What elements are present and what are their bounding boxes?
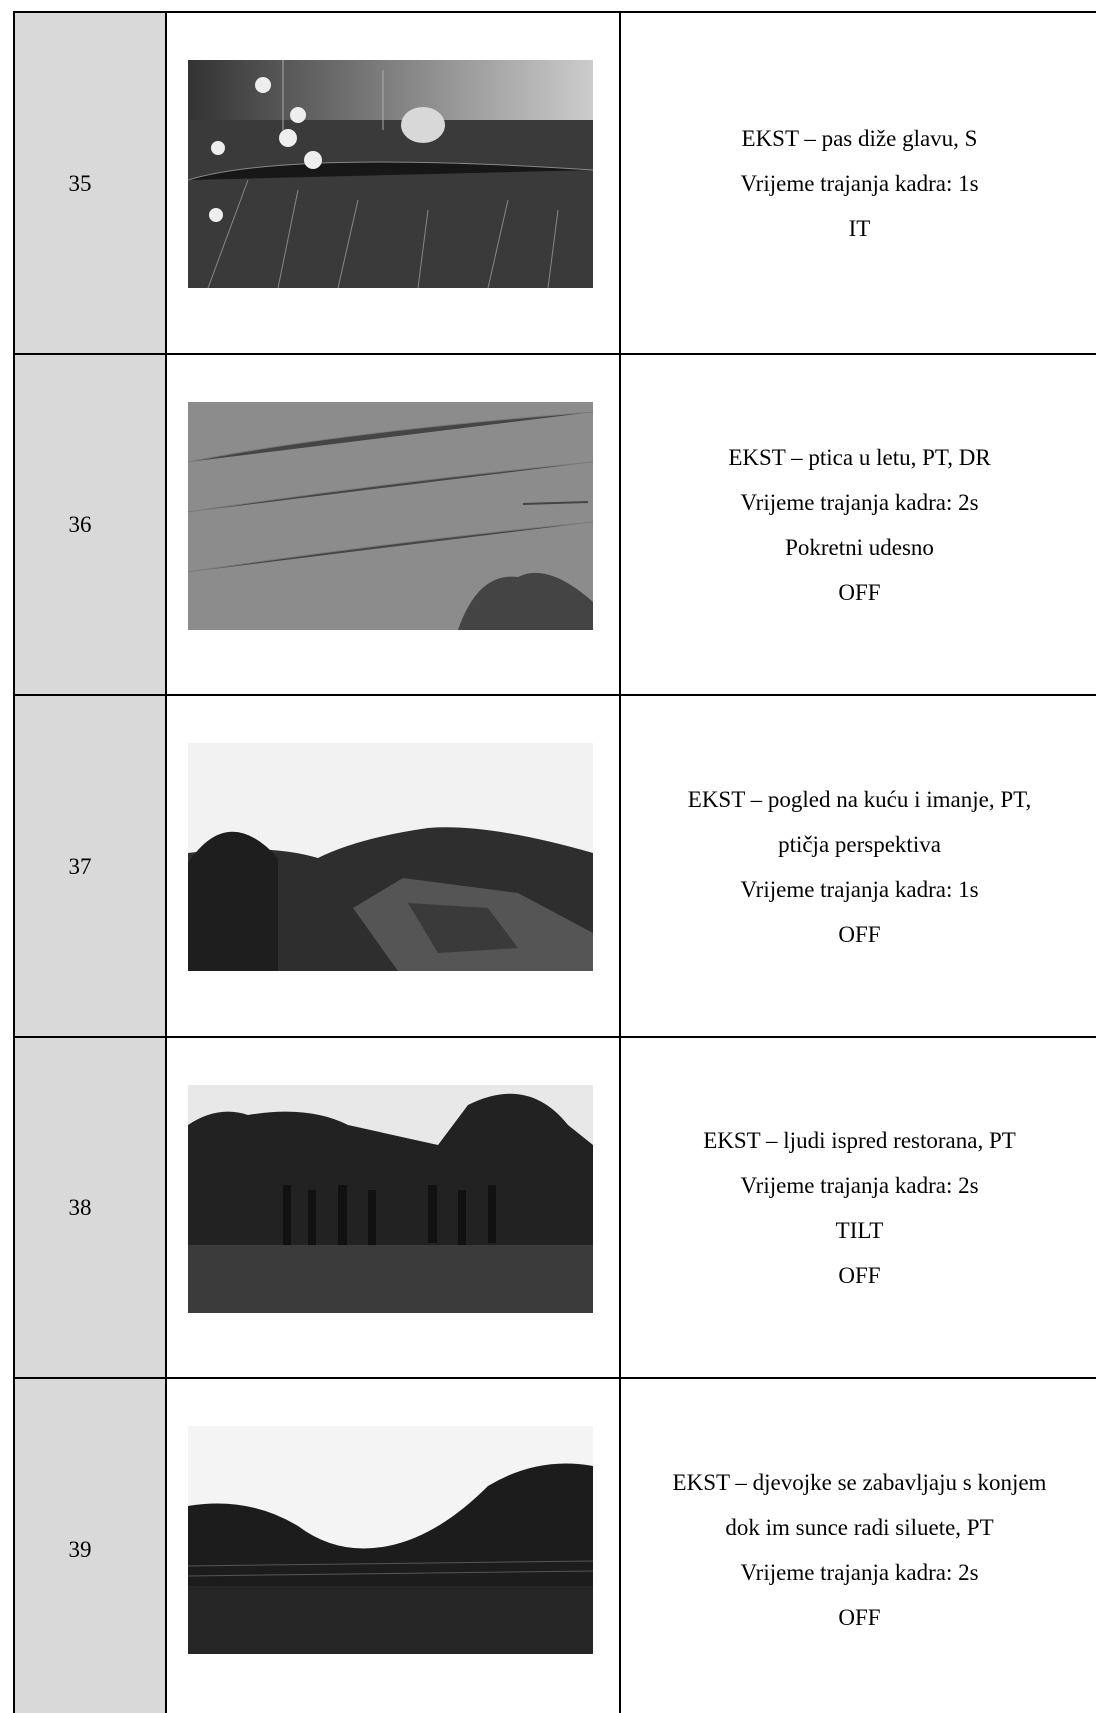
shot-number: 36 <box>13 354 167 696</box>
shot-image <box>188 60 593 288</box>
description-line: EKST – ljudi ispred restorana, PT <box>703 1128 1016 1153</box>
description-line: OFF <box>838 580 881 605</box>
shot-number: 37 <box>13 696 167 1037</box>
description-line: TILT <box>835 1218 884 1243</box>
description-line: Vrijeme trajanja kadra: 2s <box>740 1559 979 1585</box>
description-line: Vrijeme trajanja kadra: 1s <box>740 876 979 902</box>
description-line: ptičja perspektiva <box>778 831 941 857</box>
table-row: 37 EKST – pogled na kuću i imanje, PT, pti… <box>13 694 1096 1037</box>
image-cell <box>167 1379 621 1713</box>
description-line: EKST – djevojke se zabavljaju s konjem <box>672 1469 1047 1495</box>
table-row: 39 EKST – djevojke se zabavljaju s konjem… <box>13 1377 1096 1713</box>
description-line: Pokretni udesno <box>785 535 934 560</box>
shot-image <box>188 1426 593 1654</box>
description-line: Vrijeme trajanja kadra: 2s <box>740 1173 979 1198</box>
description-line: EKST – pas diže glavu, S <box>741 126 978 151</box>
shot-image <box>188 743 593 971</box>
shot-number: 38 <box>13 1037 167 1379</box>
shot-description: EKST – ljudi ispred restorana, PT Vrijeme… <box>621 1038 1096 1379</box>
storyboard-table: 35 EKST – pas diže glavu, S Vrijeme trajan… <box>13 11 1096 1713</box>
shot-description: EKST – pas diže glavu, S Vrijeme trajanja… <box>621 13 1096 354</box>
shot-description: EKST – ptica u letu, PT, DR Vrijeme traja… <box>621 355 1096 696</box>
description-line: OFF <box>838 1263 881 1288</box>
image-cell <box>167 354 621 696</box>
table-row: 35 EKST – pas diže glavu, S Vrijeme trajan… <box>13 11 1096 354</box>
shot-number: 39 <box>13 1379 167 1713</box>
description-line: Vrijeme trajanja kadra: 2s <box>740 490 979 515</box>
table-row: 36 EKST – ptica u letu, PT, DR Vrijeme tra… <box>13 352 1096 696</box>
description-line: EKST – pogled na kuću i imanje, PT, <box>687 786 1032 812</box>
description-line: dok im sunce radi siluete, PT <box>725 1514 994 1540</box>
description-line: EKST – ptica u letu, PT, DR <box>728 445 991 470</box>
image-cell <box>167 13 621 354</box>
image-cell <box>167 1037 621 1379</box>
shot-number: 35 <box>13 13 167 354</box>
description-line: OFF <box>838 921 881 947</box>
shot-image <box>188 401 593 630</box>
table-row: 38 EKST – ljudi ispred restorana, PT Vrije… <box>13 1035 1096 1379</box>
description-line: IT <box>848 216 871 241</box>
shot-description: EKST – pogled na kuću i imanje, PT, ptičj… <box>621 696 1096 1037</box>
shot-image <box>188 1084 593 1313</box>
shot-description: EKST – djevojke se zabavljaju s konjem do… <box>621 1379 1096 1713</box>
description-line: OFF <box>838 1604 881 1630</box>
description-line: Vrijeme trajanja kadra: 1s <box>740 171 979 196</box>
image-cell <box>167 696 621 1037</box>
